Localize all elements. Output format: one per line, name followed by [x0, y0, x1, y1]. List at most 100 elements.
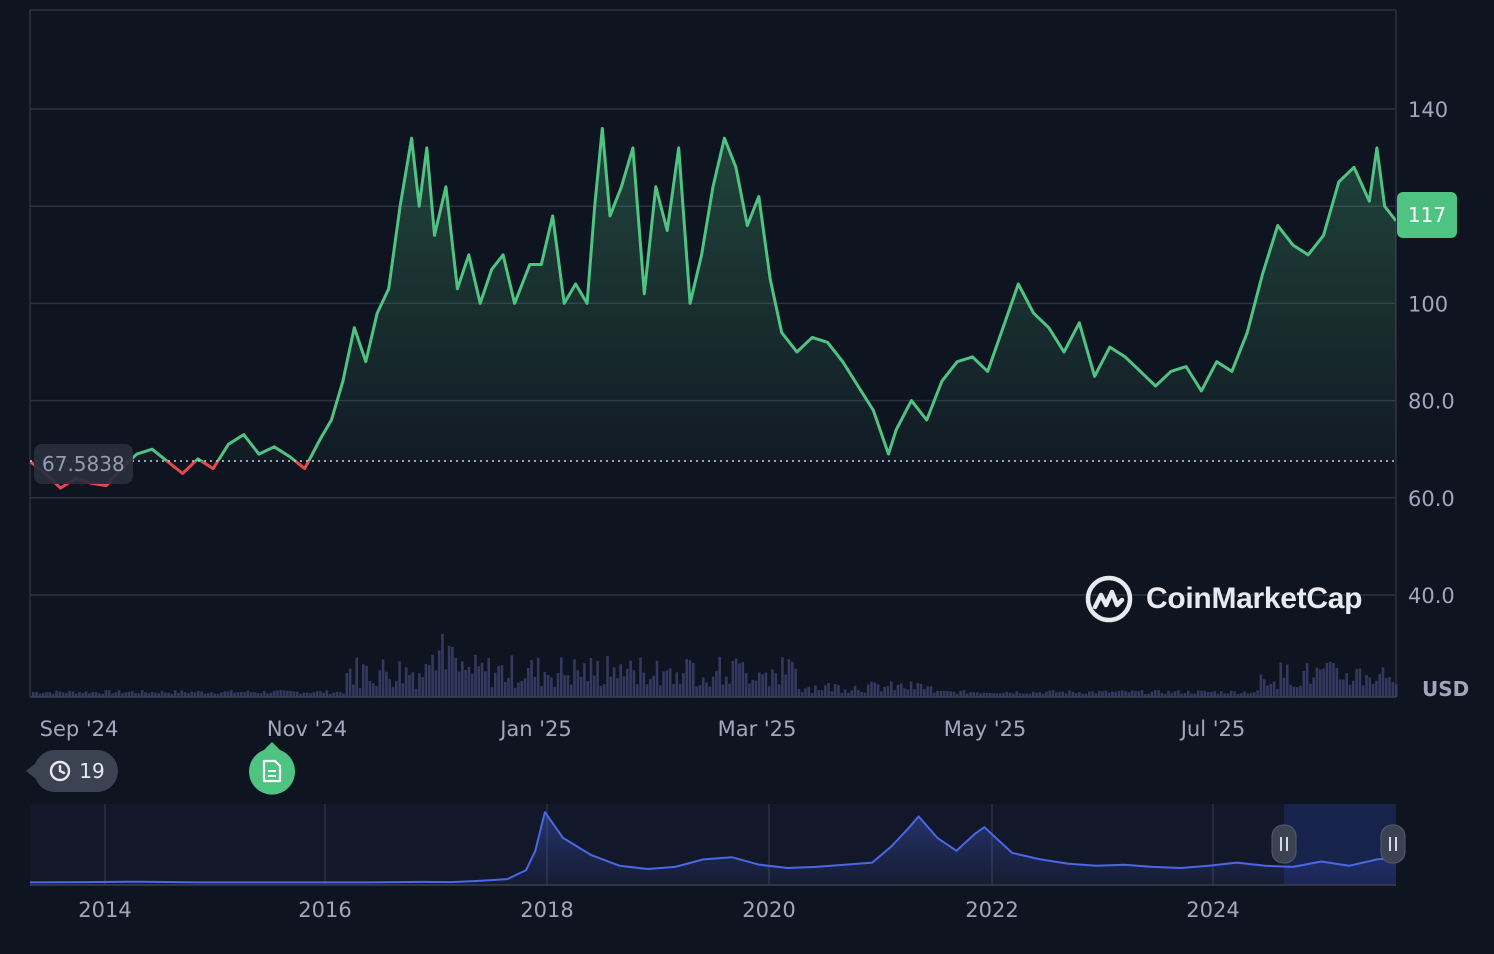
volume-bar [643, 673, 646, 697]
volume-bar [801, 692, 804, 697]
volume-bar [385, 672, 388, 697]
volume-bar [877, 685, 880, 698]
volume-bar [1293, 687, 1296, 697]
volume-bar [375, 686, 378, 697]
volume-bar [827, 683, 830, 697]
history-events-button[interactable]: 19 [34, 750, 118, 792]
volume-bar [181, 691, 184, 698]
volume-bar [903, 688, 906, 697]
volume-bar [672, 684, 675, 697]
coinmarketcap-watermark: CoinMarketCap [1084, 574, 1362, 624]
volume-bar [573, 659, 576, 697]
volume-bar [606, 656, 609, 697]
volume-bar [35, 692, 38, 697]
volume-bar [362, 664, 365, 697]
volume-bar [1342, 680, 1345, 698]
volume-bar [577, 670, 580, 697]
navigator-year-label: 2016 [298, 898, 351, 922]
volume-bar [438, 650, 441, 697]
volume-bar [613, 667, 616, 697]
volume-bar [128, 692, 131, 697]
volume-bar [824, 685, 827, 697]
volume-bar [1355, 669, 1358, 697]
volume-bar [1062, 692, 1065, 698]
navigator-handle[interactable] [1381, 825, 1405, 863]
volume-bar [758, 673, 761, 698]
volume-bar [382, 660, 385, 698]
volume-bar [1329, 662, 1332, 697]
volume-bar [1382, 667, 1385, 697]
volume-bar [765, 673, 768, 697]
volume-bar [854, 686, 857, 697]
volume-bar [679, 684, 682, 697]
volume-bar [1134, 691, 1137, 697]
volume-bar [659, 685, 662, 697]
volume-bar [784, 675, 787, 697]
volume-bar [923, 689, 926, 697]
volume-bar [1072, 692, 1075, 697]
volume-bar [1088, 692, 1091, 698]
volume-bar [293, 691, 296, 697]
volume-bar [1151, 692, 1154, 698]
volume-bar [893, 690, 896, 697]
volume-bar [610, 677, 613, 697]
volume-bar [468, 667, 471, 697]
volume-bar [590, 658, 593, 697]
volume-bar [359, 688, 362, 697]
volume-bar [880, 691, 883, 697]
volume-bar [1187, 691, 1190, 697]
volume-bar [1395, 684, 1398, 697]
volume-bar [646, 684, 649, 697]
volume-bar [431, 655, 434, 697]
volume-bar [732, 661, 735, 697]
y-tick-label: 140 [1408, 98, 1448, 122]
volume-bar [949, 691, 952, 697]
volume-bar [725, 677, 728, 698]
volume-bar [563, 675, 566, 697]
volume-bar [1177, 690, 1180, 697]
volume-bar [1349, 685, 1352, 697]
volume-bar [936, 691, 939, 697]
volume-bar [273, 691, 276, 697]
news-marker-button[interactable] [248, 742, 296, 796]
volume-bar [398, 661, 401, 697]
navigator-handle[interactable] [1272, 825, 1296, 863]
volume-bar [464, 670, 467, 697]
volume-bar [946, 691, 949, 697]
volume-bar [1131, 691, 1134, 698]
volume-bar [1243, 692, 1246, 698]
volume-bar [1213, 691, 1216, 697]
volume-bar [1101, 691, 1104, 697]
volume-bar [1220, 691, 1223, 697]
volume-bar [652, 676, 655, 697]
volume-bar [1098, 691, 1101, 697]
volume-bar [1362, 685, 1365, 697]
volume-bar [791, 662, 794, 697]
volume-bar [388, 679, 391, 697]
volume-bar [511, 655, 514, 697]
volume-bar [867, 685, 870, 698]
volume-bar [1154, 690, 1157, 697]
volume-bar [860, 692, 863, 697]
volume-bar [415, 689, 418, 697]
volume-bar [372, 683, 375, 697]
volume-bar [715, 671, 718, 697]
volume-bar [247, 691, 250, 697]
volume-bar [600, 686, 603, 697]
volume-bar [1124, 691, 1127, 697]
volume-bar [1385, 678, 1388, 697]
volume-bar [1322, 669, 1325, 698]
y-tick-label: 40.0 [1408, 584, 1455, 608]
volume-bar [1332, 663, 1335, 697]
volume-bar [798, 689, 801, 697]
volume-bar [742, 662, 745, 697]
volume-bar [471, 674, 474, 697]
volume-bar [900, 683, 903, 697]
volume-bar [1210, 692, 1213, 697]
volume-bar [781, 657, 784, 697]
volume-bar [692, 663, 695, 697]
volume-bar [874, 682, 877, 697]
volume-bar [497, 666, 500, 697]
